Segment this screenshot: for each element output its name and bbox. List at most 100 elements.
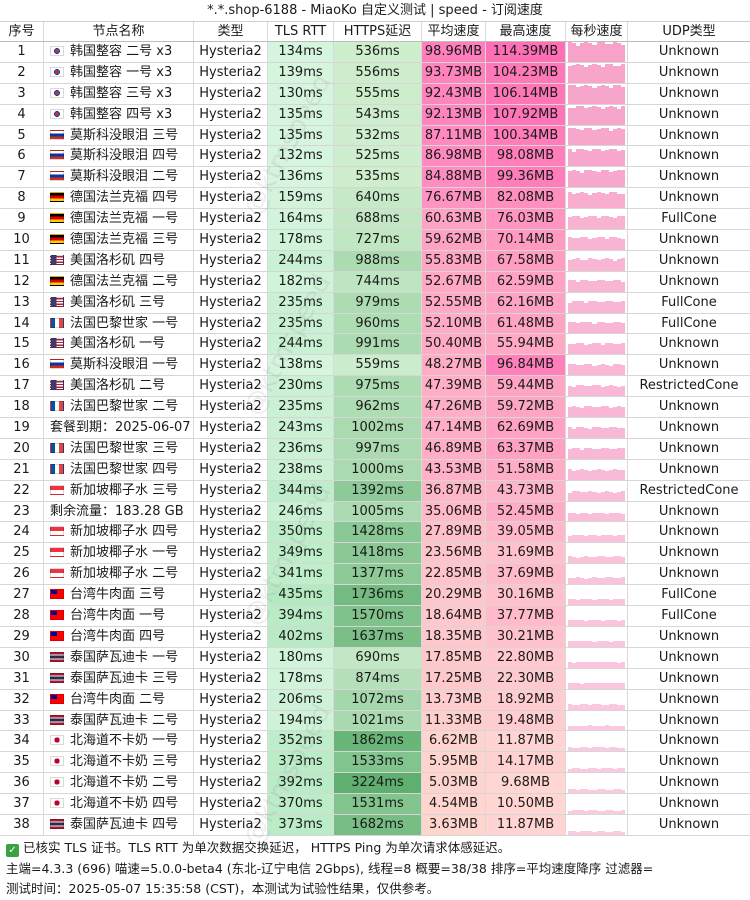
table-row[interactable]: 2 韩国整容 一号 x3 Hysteria2 139ms 556ms 93.73MB 104… <box>0 62 750 84</box>
col-header-https-latency[interactable]: HTTPS延迟 <box>334 22 422 41</box>
node-name-text: 美国洛杉矶 四号 <box>70 252 166 268</box>
sparkline-bar <box>608 323 613 334</box>
per-second-speed-cell <box>566 438 628 459</box>
table-row[interactable]: 3 韩国整容 三号 x3 Hysteria2 130ms 555ms 92.43MB 106… <box>0 83 750 105</box>
sparkline-bar <box>608 44 613 62</box>
table-row[interactable]: 9 德国法兰克福 一号 Hysteria2 164ms 688ms 60.63MB 76.0… <box>0 209 750 231</box>
table-row[interactable]: 38 泰国萨瓦迪卡 四号 Hysteria2 373ms 1682ms 3.63MB 11.… <box>0 814 750 836</box>
col-header-udp-type[interactable]: UDP类型 <box>662 24 716 39</box>
jp-flag-icon <box>50 777 64 788</box>
speed-sparkline <box>566 690 627 710</box>
table-row[interactable]: 28 台湾牛肉面 一号 Hysteria2 394ms 1570ms 18.64MB 37.… <box>0 606 750 627</box>
table-row[interactable]: 22 新加坡椰子水 三号 Hysteria2 344ms 1392ms 36.87MB 43… <box>0 480 750 502</box>
sparkline-bar <box>600 42 605 62</box>
table-row[interactable]: 32 台湾牛肉面 二号 Hysteria2 206ms 1072ms 13.73MB 18.… <box>0 689 750 711</box>
https-latency-cell: 874ms <box>334 668 422 689</box>
https-latency-cell: 543ms <box>334 104 422 125</box>
node-name-text: 套餐到期：2025-06-07 <box>50 420 191 436</box>
sparkline-bar <box>612 321 617 334</box>
speed-sparkline <box>566 585 627 606</box>
node-name-cell: 泰国萨瓦迪卡 三号 <box>44 668 194 689</box>
table-row[interactable]: 29 台湾牛肉面 四号 Hysteria2 402ms 1637ms 18.35MB 30.… <box>0 626 750 648</box>
sparkline-bar <box>608 342 613 355</box>
sparkline-bar <box>584 321 589 334</box>
table-row[interactable]: 15 美国洛杉矶 一号 Hysteria2 244ms 991ms 50.40MB 55.9… <box>0 334 750 356</box>
table-row[interactable]: 23 剩余流量：183.28 GB Hysteria2 246ms 1005ms 35.0… <box>0 501 750 523</box>
col-header-node-name[interactable]: 节点名称 <box>44 22 194 41</box>
table-row[interactable]: 35 北海道不卡奶 三号 Hysteria2 373ms 1533ms 5.95MB 14.… <box>0 752 750 774</box>
node-name-text: 美国洛杉矶 三号 <box>70 294 166 310</box>
table-row[interactable]: 5 莫斯科没眼泪 三号 Hysteria2 135ms 532ms 87.11MB 100.… <box>0 125 750 147</box>
sparkline-bar <box>621 619 626 626</box>
sparkline-bar <box>596 661 601 668</box>
table-row[interactable]: 24 新加坡椰子水 四号 Hysteria2 350ms 1428ms 27.89MB 39… <box>0 522 750 544</box>
sparkline-bar <box>604 281 609 292</box>
table-row[interactable]: 10 德国法兰克福 三号 Hysteria2 178ms 727ms 59.62MB 70.… <box>0 230 750 251</box>
udp-type-cell: Unknown <box>658 754 720 770</box>
sparkline-bar <box>600 406 605 418</box>
table-row[interactable]: 31 泰国萨瓦迪卡 三号 Hysteria2 178ms 874ms 17.25MB 22.… <box>0 668 750 690</box>
results-table: 序号 节点名称 类型 TLS RTT HTTPS延迟 平均速度 最高速度 每秒速… <box>0 22 750 836</box>
node-name-cell: 剩余流量：183.28 GB <box>44 501 194 522</box>
max-speed-cell: 55.94MB <box>486 334 566 355</box>
node-name-cell: 北海道不卡奶 二号 <box>44 773 194 794</box>
sparkline-bar <box>576 619 581 626</box>
sparkline-bar <box>588 386 593 397</box>
sparkline-bar <box>588 322 593 334</box>
sparkline-bar <box>576 768 581 773</box>
table-row[interactable]: 12 德国法兰克福 二号 Hysteria2 182ms 744ms 52.67MB 62.… <box>0 271 750 293</box>
table-row[interactable]: 17 美国洛杉矶 二号 Hysteria2 230ms 975ms 47.39MB 59.4… <box>0 376 750 398</box>
table-row[interactable]: 27 台湾牛肉面 三号 Hysteria2 435ms 1736ms 20.29MB 30.… <box>0 585 750 607</box>
table-row[interactable]: 8 德国法兰克福 四号 Hysteria2 159ms 640ms 76.67MB 82.0… <box>0 188 750 210</box>
col-header-per-second-speed[interactable]: 每秒速度 <box>566 22 628 41</box>
table-row[interactable]: 25 新加坡椰子水 一号 Hysteria2 349ms 1418ms 23.56MB 31… <box>0 543 750 565</box>
table-row[interactable]: 36 北海道不卡奶 二号 Hysteria2 392ms 3224ms 5.03MB 9.6… <box>0 773 750 795</box>
sparkline-bar <box>596 192 601 209</box>
row-index-cell: 29 <box>0 626 44 647</box>
udp-type-cell: Unknown <box>658 399 720 415</box>
sparkline-bar <box>592 557 597 564</box>
sparkline-bar <box>608 831 613 835</box>
speed-sparkline <box>566 355 627 376</box>
table-row[interactable]: 21 法国巴黎世家 四号 Hysteria2 238ms 1000ms 43.53MB 51… <box>0 459 750 481</box>
col-header-index[interactable]: 序号 <box>0 22 44 41</box>
table-row[interactable]: 18 法国巴黎世家 二号 Hysteria2 235ms 962ms 47.26MB 59.… <box>0 397 750 419</box>
sparkline-bar <box>592 534 597 543</box>
table-row[interactable]: 11 美国洛杉矶 四号 Hysteria2 244ms 988ms 55.83MB 67.5… <box>0 250 750 272</box>
sparkline-bar <box>580 301 585 313</box>
col-header-avg-speed[interactable]: 平均速度 <box>422 22 486 41</box>
speed-sparkline <box>566 773 627 794</box>
sparkline-bar <box>616 321 622 334</box>
col-header-type[interactable]: 类型 <box>194 22 268 41</box>
table-row[interactable]: 16 莫斯科没眼泪 一号 Hysteria2 138ms 559ms 48.27MB 96.… <box>0 355 750 377</box>
table-row[interactable]: 4 韩国整容 四号 x3 Hysteria2 135ms 543ms 92.13MB 107… <box>0 104 750 126</box>
table-row[interactable]: 14 法国巴黎世家 一号 Hysteria2 235ms 960ms 52.10MB 61.… <box>0 313 750 335</box>
col-header-max-speed[interactable]: 最高速度 <box>486 22 566 41</box>
table-row[interactable]: 33 泰国萨瓦迪卡 二号 Hysteria2 194ms 1021ms 11.33MB 19… <box>0 710 750 732</box>
sparkline-bar <box>596 343 601 355</box>
sparkline-bar <box>604 747 609 752</box>
table-row[interactable]: 30 泰国萨瓦迪卡 一号 Hysteria2 180ms 690ms 17.85MB 22.… <box>0 647 750 669</box>
table-row[interactable]: 26 新加坡椰子水 二号 Hysteria2 341ms 1377ms 22.85MB 37… <box>0 564 750 586</box>
table-row[interactable]: 19 套餐到期：2025-06-07 Hysteria2 243ms 1002ms 47.… <box>0 418 750 439</box>
speed-sparkline <box>566 63 627 83</box>
sparkline-bar <box>616 620 622 626</box>
row-index-cell: 18 <box>0 397 44 418</box>
sparkline-bar <box>600 535 605 543</box>
table-row[interactable]: 1 韩国整容 二号 x3 Hysteria2 134ms 536ms 98.96MB 114… <box>0 42 750 63</box>
table-row[interactable]: 37 北海道不卡奶 四号 Hysteria2 370ms 1531ms 4.54MB 10.… <box>0 794 750 815</box>
sparkline-bar <box>608 747 613 752</box>
udp-type-cell: Unknown <box>658 691 720 707</box>
table-row[interactable]: 20 法国巴黎世家 三号 Hysteria2 236ms 997ms 46.89MB 63.… <box>0 438 750 460</box>
sparkline-bar <box>572 831 577 835</box>
footer-info: ✓ 已核实 TLS 证书。TLS RTT 为单次数据交换延迟， HTTPS Pin… <box>0 838 750 900</box>
table-row[interactable]: 6 莫斯科没眼泪 四号 Hysteria2 132ms 525ms 86.98MB 98.0… <box>0 146 750 168</box>
node-type-cell: Hysteria2 <box>194 480 268 501</box>
max-speed-cell: 61.48MB <box>486 313 566 334</box>
col-header-tls-rtt[interactable]: TLS RTT <box>268 22 334 41</box>
sparkline-bar <box>596 577 601 585</box>
table-row[interactable]: 7 莫斯科没眼泪 二号 Hysteria2 136ms 535ms 84.88MB 99.3… <box>0 167 750 189</box>
table-row[interactable]: 13 美国洛杉矶 三号 Hysteria2 235ms 979ms 52.55MB 62.1… <box>0 292 750 314</box>
sparkline-bar <box>588 169 593 188</box>
table-row[interactable]: 34 北海道不卡奶 一号 Hysteria2 352ms 1862ms 6.62MB 11.… <box>0 731 750 753</box>
